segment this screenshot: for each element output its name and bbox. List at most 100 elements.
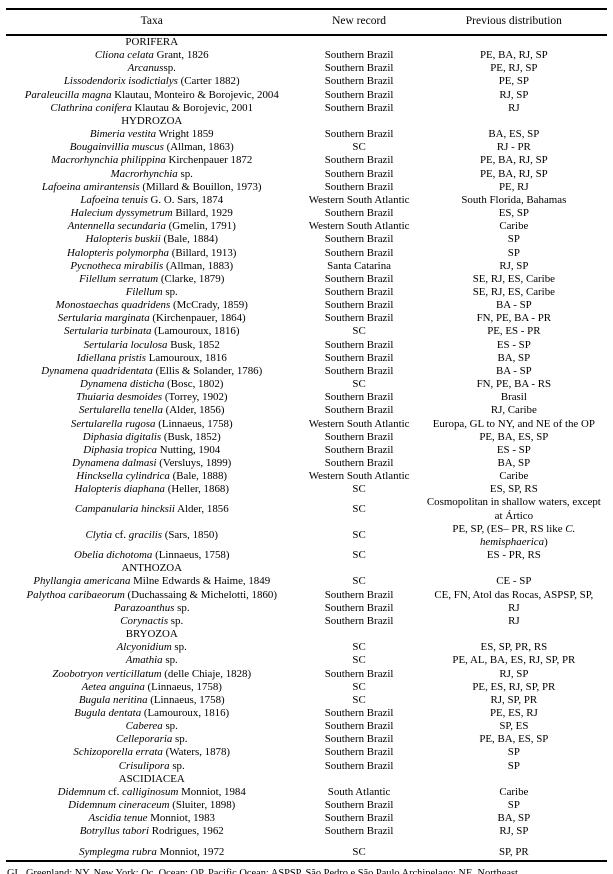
previous-distribution-cell: PE, RJ, SP: [490, 62, 538, 75]
taxa-table: Taxa New record Previous distribution PO…: [6, 8, 607, 862]
previous-distribution-cell: CE - SP: [496, 575, 532, 588]
taxa-cell: Bugula neritina (Linnaeus, 1758): [78, 693, 225, 706]
taxa-cell: Macrorhynchia sp.: [110, 167, 193, 180]
taxon-row: Corynactis sp. Southern Brazil RJ: [6, 615, 607, 628]
new-record-cell: Southern Brazil: [324, 285, 394, 298]
taxon-row: Alcyonidium sp. SC ES, SP, PR, RS: [6, 641, 607, 654]
new-record-cell: Southern Brazil: [324, 404, 394, 417]
taxa-cell: Arcanussp.: [127, 62, 176, 75]
previous-distribution-cell: CE, FN, Atol das Rocas, ASPSP, SP,: [434, 588, 594, 601]
previous-distribution-cell: BA, SP: [497, 812, 531, 825]
taxa-cell: Sertularella tenella (Alder, 1856): [78, 404, 225, 417]
column-header-previous-distribution: Previous distribution: [465, 15, 562, 27]
taxa-cell: Idiellana pristis Lamouroux, 1816: [76, 351, 227, 364]
section-row: ASCIDIACEA: [6, 773, 607, 786]
new-record-cell: Southern Brazil: [324, 391, 394, 404]
new-record-cell: Southern Brazil: [324, 601, 394, 614]
taxa-cell: Didemnum cineraceum (Sluiter, 1898): [68, 799, 236, 812]
previous-distribution-cell: SP, ES: [499, 720, 529, 733]
empty-cell: [297, 35, 420, 49]
taxon-row: Filellum sp. Southern Brazil SE, RJ, ES, C…: [6, 286, 607, 299]
new-record-cell: SC: [352, 325, 366, 338]
previous-distribution-cell: PE, SP, (ES– PR, RS like C. hemisphaeric…: [452, 522, 576, 548]
taxon-row: Thuiaria desmoides (Torrey, 1902) Souther…: [6, 391, 607, 404]
taxon-row: Caberea sp. Southern Brazil SP, ES: [6, 720, 607, 733]
taxon-row: Zoobotryon verticillatum (delle Chiaje, …: [6, 668, 607, 681]
taxa-cell: Diphasia tropica Nutting, 1904: [83, 443, 221, 456]
previous-distribution-cell: Brasil: [500, 391, 527, 404]
new-record-cell: Southern Brazil: [324, 299, 394, 312]
empty-cell: [421, 35, 607, 49]
taxon-row: Sertularella rugosa (Linnaeus, 1758) West…: [6, 418, 607, 431]
footnote: GL, Greenland; NY, New York; Oc, Ocean; …: [7, 867, 521, 874]
taxa-cell: Bougainvillia muscus (Allman, 1863): [69, 141, 234, 154]
taxon-row: Lissodendorix isodictialys (Carter 1882)…: [6, 75, 607, 88]
taxa-cell: Pycnotheca mirabilis (Allman, 1883): [70, 259, 234, 272]
section-label: HYDROZOA: [121, 114, 183, 127]
taxa-cell: Symplegma rubra Monniot, 1972: [79, 845, 225, 858]
previous-distribution-cell: RJ, SP: [499, 825, 529, 838]
new-record-cell: Santa Catarina: [327, 259, 391, 272]
taxon-row: Sertularia marginata (Kirchenpauer, 1864…: [6, 312, 607, 325]
taxa-cell: Clathrina conifera Klautau & Borojevic, …: [50, 101, 254, 114]
taxa-cell: Dynamena quadridentata (Ellis & Solander…: [41, 364, 263, 377]
previous-distribution-cell: PE, RJ: [499, 180, 529, 193]
new-record-cell: Southern Brazil: [324, 88, 394, 101]
taxon-row: Antennella secundaria (Gmelin, 1791) West…: [6, 220, 607, 233]
taxa-cell: Lafoeina tenuis G. O. Sars, 1874: [80, 193, 224, 206]
section-label: BRYOZOA: [125, 628, 178, 641]
new-record-cell: Southern Brazil: [324, 443, 394, 456]
column-header-new-record: New record: [332, 15, 387, 27]
new-record-cell: Southern Brazil: [324, 706, 394, 719]
taxon-row: Dynamena quadridentata (Ellis & Solander…: [6, 365, 607, 378]
taxa-cell: Sertularia loculosa Busk, 1852: [83, 338, 220, 351]
new-record-cell: Southern Brazil: [324, 614, 394, 627]
new-record-cell: SC: [352, 483, 366, 496]
new-record-cell: Southern Brazil: [324, 351, 394, 364]
previous-distribution-cell: BA, SP: [497, 351, 531, 364]
section-label: ANTHOZOA: [121, 562, 182, 575]
previous-distribution-cell: Cosmopolitan in shallow waters, except a…: [426, 496, 601, 522]
new-record-cell: Western South Atlantic: [308, 193, 410, 206]
new-record-cell: Southern Brazil: [324, 49, 394, 62]
taxa-cell: Botryllus tabori Rodrigues, 1962: [79, 825, 224, 838]
taxa-cell: Halopteris diaphana (Heller, 1868): [74, 483, 229, 496]
previous-distribution-cell: RJ, SP: [499, 667, 529, 680]
taxa-cell: Amathia sp.: [125, 654, 178, 667]
taxa-cell: Crisulipora sp.: [118, 759, 185, 772]
taxon-row: Botryllus tabori Rodrigues, 1962 Southern…: [6, 825, 607, 838]
previous-distribution-cell: SP, PR: [499, 845, 529, 858]
previous-distribution-cell: RJ, SP: [499, 259, 529, 272]
taxon-row: Halopteris diaphana (Heller, 1868) SC ES, …: [6, 483, 607, 496]
new-record-cell: Southern Brazil: [324, 101, 394, 114]
previous-distribution-cell: SP: [507, 799, 520, 812]
taxa-cell: Lissodendorix isodictialys (Carter 1882): [63, 75, 240, 88]
new-record-cell: SC: [352, 654, 366, 667]
new-record-cell: SC: [352, 141, 366, 154]
new-record-cell: Southern Brazil: [324, 62, 394, 75]
taxa-cell: Diphasia digitalis (Busk, 1852): [82, 430, 221, 443]
empty-cell: [421, 115, 607, 128]
taxa-cell: Lafoeina amirantensis (Millard & Bouillo…: [41, 180, 262, 193]
taxa-cell: Ascidia tenue Monniot, 1983: [88, 812, 215, 825]
new-record-cell: SC: [352, 549, 366, 562]
taxa-cell: Zoobotryon verticillatum (delle Chiaje, …: [52, 667, 252, 680]
taxa-cell: Campanularia hincksii Alder, 1856: [74, 503, 229, 516]
taxon-row: Clathrina conifera Klautau & Borojevic, …: [6, 102, 607, 115]
empty-cell: [421, 628, 607, 641]
new-record-cell: Western South Atlantic: [308, 220, 410, 233]
taxon-row: Didemnum cf. calliginosum Monniot, 1984 S…: [6, 786, 607, 799]
new-record-cell: Southern Brazil: [324, 312, 394, 325]
previous-distribution-cell: BA, ES, SP: [488, 128, 540, 141]
new-record-cell: Southern Brazil: [324, 180, 394, 193]
taxon-row: Bimeria vestita Wright 1859 Southern Braz…: [6, 128, 607, 141]
taxon-row: Celleporaria sp. Southern Brazil PE, BA, E…: [6, 733, 607, 746]
taxa-cell: Sertularia turbinata (Lamouroux, 1816): [64, 325, 240, 338]
previous-distribution-cell: SP: [507, 233, 520, 246]
taxon-row: Arcanussp. Southern Brazil PE, RJ, SP: [6, 62, 607, 75]
taxa-cell: Didemnum cf. calliginosum Monniot, 1984: [57, 785, 246, 798]
taxon-row: Macrorhynchia sp. Southern Brazil PE, BA, …: [6, 168, 607, 181]
taxon-row: Halecium dyssymetrum Billard, 1929 Southe…: [6, 207, 607, 220]
column-header-taxa: Taxa: [140, 15, 163, 27]
new-record-cell: Southern Brazil: [324, 720, 394, 733]
